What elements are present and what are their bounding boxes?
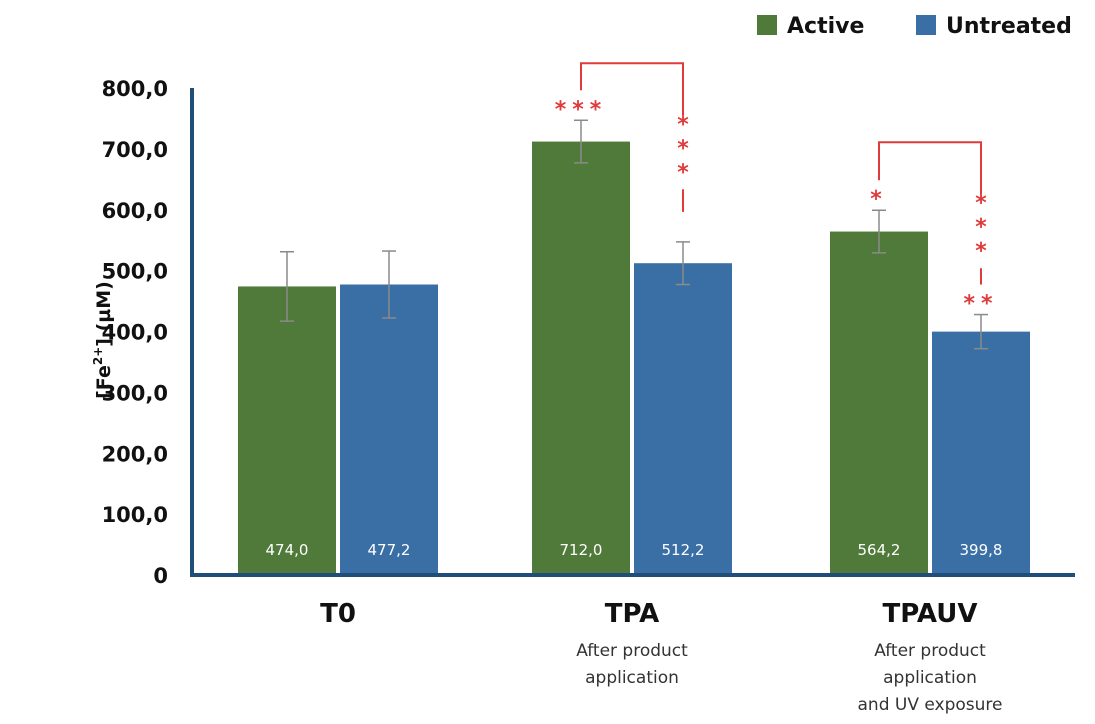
y-axis-label: [Fe2+] (µM) — [91, 281, 115, 399]
category-sublabel: application — [585, 668, 679, 688]
bracket-significance-star: * — [677, 160, 689, 185]
legend-swatch-untreated — [916, 15, 936, 35]
significance-marker: *** — [555, 97, 608, 122]
y-tick-label: 700,0 — [102, 138, 168, 162]
legend-label-untreated: Untreated — [946, 14, 1072, 39]
bar-value-label: 512,2 — [662, 541, 705, 559]
legend-swatch-active — [757, 15, 777, 35]
bar-untreated-tpauv — [932, 331, 1030, 575]
legend-label-active: Active — [787, 14, 864, 39]
category-sublabel: After product — [576, 641, 688, 661]
bracket-significance-star: * — [677, 136, 689, 161]
y-tick-label: 600,0 — [102, 199, 168, 223]
bar-value-label: 474,0 — [266, 541, 309, 559]
bracket-significance-star: * — [975, 239, 987, 264]
significance-bracket — [878, 141, 982, 195]
bar-value-label: 564,2 — [858, 541, 901, 559]
y-tick-label: 200,0 — [102, 442, 168, 466]
category-label: T0 — [320, 599, 356, 629]
category-label: TPA — [605, 599, 660, 629]
bracket-significance-star: * — [975, 191, 987, 216]
significance-bracket — [580, 62, 684, 116]
bracket-significance-star: * — [677, 112, 689, 137]
bar-value-label: 712,0 — [560, 541, 603, 559]
significance-marker: * — [870, 187, 888, 212]
bar-value-label: 399,8 — [960, 541, 1003, 559]
bar-value-label: 477,2 — [368, 541, 411, 559]
y-tick-label: 0 — [153, 564, 168, 588]
bar-untreated-t0 — [340, 284, 438, 575]
y-tick-label: 400,0 — [102, 321, 168, 345]
category-sublabel: application — [883, 668, 977, 688]
bar-active-tpa — [532, 141, 630, 575]
bar-untreated-tpa — [634, 263, 732, 575]
y-tick-label: 500,0 — [102, 260, 168, 284]
category-label: TPAUV — [883, 599, 978, 629]
y-tick-label: 800,0 — [102, 77, 168, 101]
y-tick-label: 100,0 — [102, 503, 168, 527]
y-tick-label: 300,0 — [102, 381, 168, 405]
significance-marker: ** — [963, 292, 998, 317]
category-sublabel: and UV exposure — [858, 695, 1003, 715]
category-sublabel: After product — [874, 641, 986, 661]
bar-active-t0 — [238, 286, 336, 575]
bar-active-tpauv — [830, 231, 928, 575]
bracket-significance-star: * — [975, 215, 987, 240]
